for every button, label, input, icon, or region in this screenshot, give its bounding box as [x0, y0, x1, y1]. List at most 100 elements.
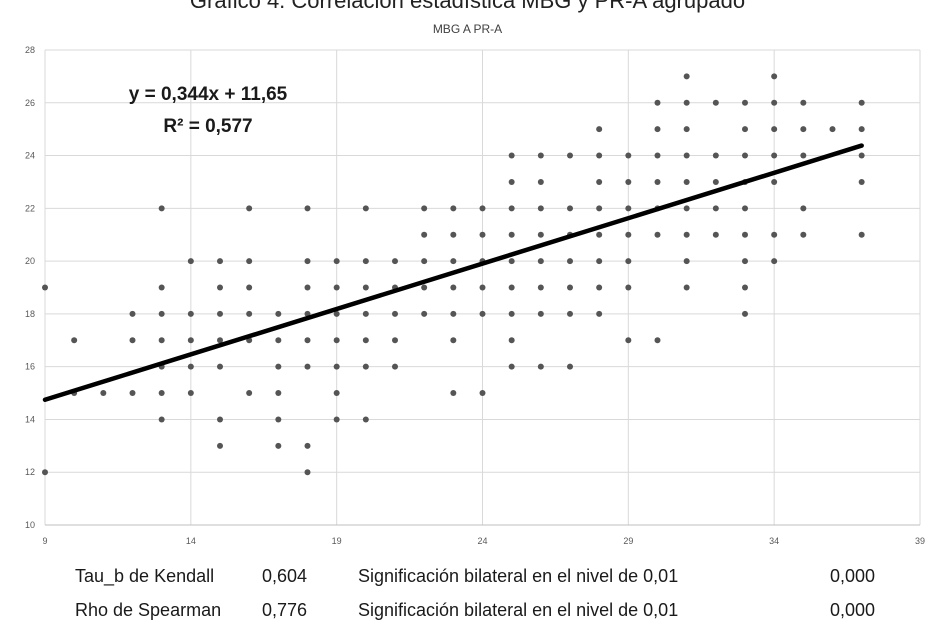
stat-significance: 0,000: [830, 566, 876, 586]
data-point: [742, 126, 748, 133]
data-point: [392, 310, 398, 317]
data-point: [508, 205, 515, 212]
stat-significance: 0,000: [830, 600, 876, 620]
data-point: [683, 284, 690, 291]
data-point: [100, 390, 107, 397]
r-squared-label: R² = 0,577: [163, 116, 252, 137]
x-tick-label: 24: [477, 536, 487, 546]
data-point: [567, 363, 573, 370]
data-point: [683, 231, 690, 238]
data-point: [508, 178, 515, 185]
data-point: [508, 258, 515, 265]
data-point: [625, 337, 632, 344]
data-point: [625, 284, 632, 291]
data-point: [683, 258, 690, 265]
data-point: [537, 310, 544, 317]
data-point: [537, 205, 544, 212]
data-point: [567, 310, 573, 317]
data-point: [567, 205, 573, 212]
data-point: [158, 205, 165, 212]
data-point: [217, 442, 223, 449]
data-point: [304, 205, 311, 212]
data-point: [275, 442, 282, 449]
data-point: [596, 152, 603, 159]
stat-label: Tau_b de Kendall: [75, 566, 215, 586]
data-point: [712, 205, 719, 212]
data-point: [304, 469, 311, 476]
data-point: [654, 99, 661, 106]
data-point: [479, 231, 486, 238]
data-point: [625, 178, 632, 185]
trendline-equation: y = 0,344x + 11,65: [129, 84, 288, 105]
data-point: [450, 390, 457, 397]
data-point: [187, 390, 194, 397]
data-point: [304, 363, 311, 370]
data-point: [450, 258, 457, 265]
data-point: [392, 363, 398, 370]
data-point: [742, 205, 748, 212]
data-point: [392, 337, 398, 344]
data-point: [596, 231, 603, 238]
data-point: [712, 99, 719, 106]
data-point: [304, 258, 311, 265]
data-point: [742, 258, 748, 265]
data-point: [508, 152, 515, 159]
data-point: [129, 390, 136, 397]
trendline-group: [42, 143, 864, 403]
data-point: [187, 310, 194, 317]
y-tick-label: 26: [25, 98, 35, 108]
data-point: [421, 284, 428, 291]
data-point: [333, 390, 340, 397]
data-point: [450, 310, 457, 317]
data-point: [800, 231, 807, 238]
data-point: [450, 284, 457, 291]
data-point: [829, 126, 836, 133]
stat-label: Rho de Spearman: [75, 600, 222, 620]
data-point: [333, 337, 340, 344]
stat-description: Significación bilateral en el nivel de 0…: [358, 566, 679, 586]
data-point: [712, 178, 719, 185]
data-point: [362, 310, 369, 317]
data-point: [625, 152, 632, 159]
stat-value: 0,776: [262, 600, 308, 620]
data-point: [596, 310, 603, 317]
stat-value: 0,604: [262, 566, 308, 586]
data-point: [333, 284, 340, 291]
x-tick-label: 29: [623, 536, 633, 546]
data-point: [217, 310, 223, 317]
data-point: [683, 126, 690, 133]
data-point: [654, 337, 661, 344]
data-point: [508, 310, 515, 317]
data-point: [246, 310, 253, 317]
data-point: [42, 284, 48, 291]
data-point: [508, 231, 515, 238]
data-point: [450, 231, 457, 238]
data-point: [596, 126, 603, 133]
data-point: [217, 363, 223, 370]
trendline: [42, 143, 864, 403]
data-point: [508, 284, 515, 291]
y-tick-label: 24: [25, 151, 35, 161]
data-point: [654, 152, 661, 159]
data-point: [771, 258, 778, 265]
data-point: [858, 231, 865, 238]
data-point: [450, 205, 457, 212]
data-point: [742, 152, 748, 159]
data-point: [129, 337, 136, 344]
scatter-chart: 10 12 14 16 18 20 22 24 26 28 9 14 19 24 29 34 39 y = 0,…: [25, 45, 925, 546]
y-tick-label: 20: [25, 256, 35, 266]
data-point: [479, 284, 486, 291]
data-point: [275, 416, 282, 423]
data-point: [333, 258, 340, 265]
data-point: [158, 310, 165, 317]
x-tick-label: 9: [42, 536, 47, 546]
data-points: [42, 73, 865, 476]
data-point: [158, 337, 165, 344]
x-tick-label: 34: [769, 536, 779, 546]
data-point: [596, 178, 603, 185]
x-tick-label: 39: [915, 536, 925, 546]
data-point: [421, 205, 428, 212]
data-point: [158, 390, 165, 397]
data-point: [362, 416, 369, 423]
data-point: [683, 152, 690, 159]
